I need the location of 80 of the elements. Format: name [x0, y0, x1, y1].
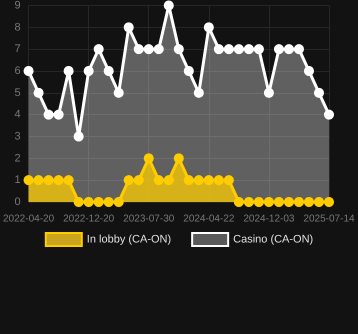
point: [324, 110, 334, 120]
point: [314, 88, 324, 98]
y-tick-label: 0: [14, 196, 21, 208]
point: [134, 175, 144, 186]
point: [274, 44, 284, 54]
point: [304, 66, 314, 76]
point: [194, 88, 204, 98]
point: [244, 197, 254, 207]
point: [124, 175, 134, 186]
point: [294, 44, 304, 54]
point: [294, 197, 304, 207]
point: [34, 175, 44, 186]
y-tick-label: 4: [14, 108, 21, 121]
point: [114, 197, 124, 207]
point: [254, 197, 264, 207]
point: [164, 175, 174, 186]
point: [74, 197, 84, 207]
point: [154, 44, 164, 54]
point: [114, 88, 124, 98]
point: [54, 110, 64, 120]
point: [174, 44, 184, 54]
point: [84, 197, 94, 207]
point: [214, 44, 224, 54]
point: [94, 44, 104, 54]
x-tick-label: 2025-07-14: [303, 214, 356, 224]
point: [324, 197, 334, 207]
point: [204, 175, 214, 186]
point: [304, 197, 314, 207]
point: [184, 66, 194, 76]
point: [104, 197, 114, 207]
point: [234, 197, 244, 207]
legend-label: In lobby (CA-ON): [86, 234, 172, 246]
y-tick-label: 6: [14, 65, 21, 77]
point: [34, 88, 44, 98]
point: [104, 66, 114, 76]
y-tick-label: 2: [14, 152, 21, 164]
y-tick-label: 7: [14, 43, 21, 56]
point: [134, 44, 144, 54]
point: [94, 197, 104, 207]
x-tick-label: 2022-12-20: [63, 214, 115, 224]
x-tick-label: 2022-04-20: [3, 214, 55, 224]
point: [314, 197, 324, 207]
y-tick-label: 5: [14, 86, 21, 99]
point: [54, 175, 64, 186]
point: [124, 22, 134, 32]
point: [154, 175, 164, 186]
point: [274, 197, 284, 207]
x-tick-label: 2024-04-22: [183, 214, 235, 224]
x-tick-label: 2024-12-03: [243, 214, 295, 224]
point: [64, 66, 74, 76]
y-tick-label: 8: [14, 21, 21, 34]
point: [184, 175, 194, 186]
legend-label: Casino (CA-ON): [233, 234, 314, 246]
point: [164, 0, 174, 10]
point: [174, 153, 184, 164]
point: [194, 175, 204, 186]
point: [144, 44, 154, 54]
point: [224, 175, 234, 186]
point: [144, 153, 154, 164]
y-tick-label: 3: [14, 130, 21, 142]
point: [284, 44, 294, 54]
point: [224, 44, 234, 54]
y-tick-label: 1: [14, 174, 21, 186]
point: [74, 132, 84, 142]
point: [284, 197, 294, 207]
point: [44, 110, 54, 120]
x-tick-label: 2023-07-30: [123, 214, 175, 224]
point: [64, 175, 74, 186]
point: [24, 175, 34, 186]
point: [204, 22, 214, 32]
point: [214, 175, 224, 186]
point: [234, 44, 244, 54]
point: [264, 88, 274, 98]
point: [24, 66, 34, 76]
y-tick-label: 9: [14, 0, 21, 12]
point: [84, 66, 94, 76]
point: [264, 197, 274, 207]
point: [44, 175, 54, 186]
point: [244, 44, 254, 54]
point: [254, 44, 264, 54]
